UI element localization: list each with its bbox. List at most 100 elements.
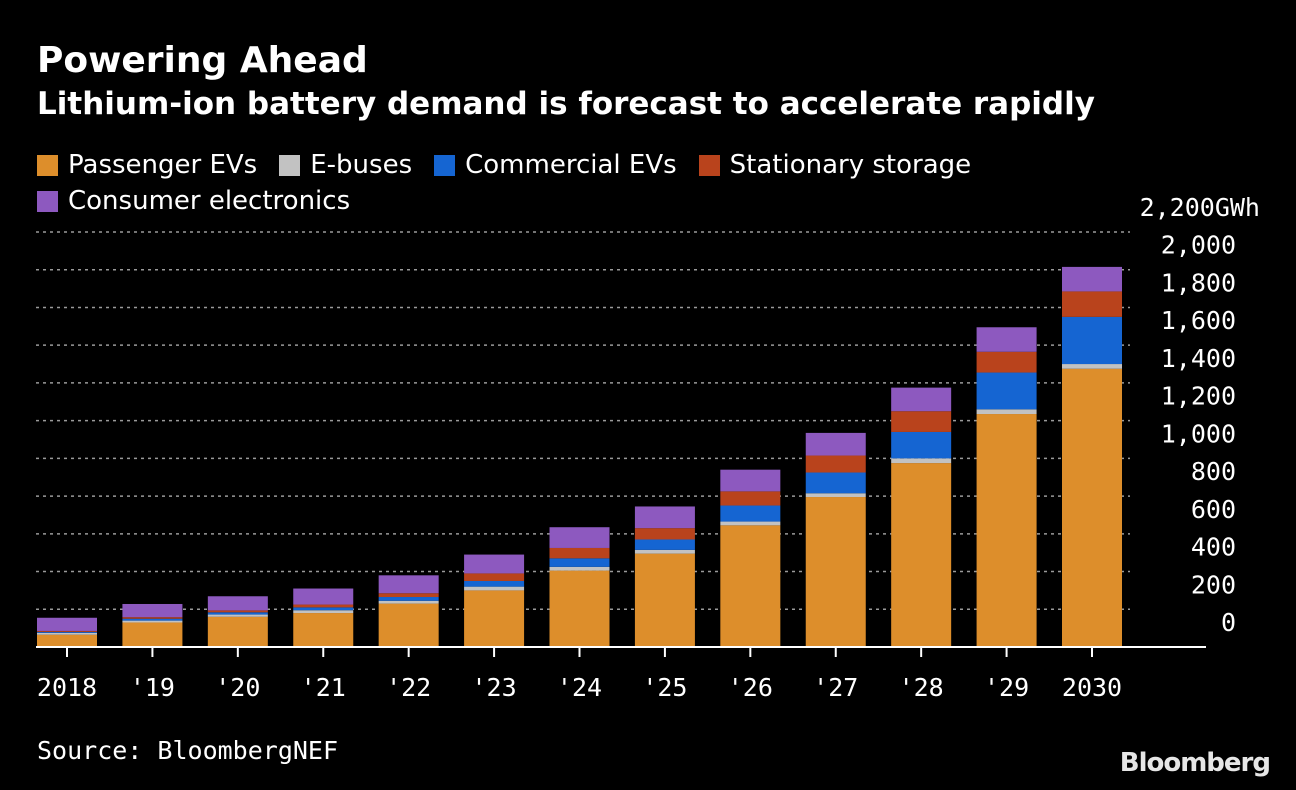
bar-segment [720, 521, 781, 526]
bar-segment [207, 610, 268, 613]
x-tick-label: '29 [984, 673, 1029, 702]
bar-segment [805, 432, 866, 456]
legend-item: Stationary storage [698, 150, 971, 180]
axis-layer: 0 200 400 600 800 1,000 1,200 1,400 1,600 1,800 2,… [36, 193, 1260, 702]
bar-segment [293, 610, 354, 614]
x-tick-label: '21 [301, 673, 346, 702]
bar-segment [1062, 291, 1122, 317]
y-tick-label: 1,200 [1161, 382, 1236, 411]
y-tick-label: 1,400 [1161, 344, 1236, 373]
bar-segment [378, 603, 439, 647]
bar-segment [293, 613, 354, 647]
bar-segment [805, 455, 866, 473]
x-tick-label: '24 [557, 673, 602, 702]
legend-swatch [37, 190, 58, 212]
x-tick-label: '23 [472, 673, 517, 702]
bar-segment [549, 527, 610, 548]
bar-segment [976, 327, 1037, 352]
legend-swatch [279, 154, 301, 176]
bar-segment [976, 414, 1037, 647]
legend-label: Consumer electronics [68, 186, 351, 216]
x-tick-label: '20 [215, 673, 260, 702]
legend-item: E-buses [279, 150, 413, 180]
bar-segment [1062, 364, 1122, 369]
x-tick-label: '27 [813, 673, 858, 702]
y-tick-label: 800 [1191, 457, 1236, 486]
y-tick-label: 400 [1191, 533, 1236, 562]
bar-segment [976, 372, 1037, 410]
bar-segment [464, 573, 525, 581]
bar-segment [207, 614, 268, 617]
bar-segment [122, 618, 183, 621]
x-tick-label: '22 [386, 673, 431, 702]
bar-segment [207, 616, 268, 647]
chart-subtitle: Lithium-ion battery demand is forecast t… [37, 86, 1095, 122]
bar-segment [464, 554, 525, 574]
legend-swatch [434, 154, 456, 176]
bar-segment [634, 528, 695, 540]
y-tick-label: 2,200GWh [1140, 193, 1260, 222]
bar-segment [464, 590, 525, 647]
bar-segment [293, 607, 354, 611]
bar-segment [805, 493, 866, 498]
legend-swatch [37, 154, 58, 176]
bar-segment [634, 553, 695, 647]
bar-segment [37, 630, 97, 632]
bar-segment [378, 575, 439, 594]
x-tick-label: '25 [642, 673, 687, 702]
bar-segment [37, 634, 97, 647]
bar-layer [37, 266, 1122, 647]
bar-segment [976, 351, 1037, 373]
bar-segment [891, 431, 952, 459]
bar-segment [805, 472, 866, 494]
legend-label: E-buses [310, 150, 413, 180]
bar-segment [720, 525, 781, 647]
bar-segment [549, 547, 610, 559]
y-tick-label: 2,000 [1161, 231, 1236, 260]
bar-segment [720, 491, 781, 506]
bar-segment [720, 505, 781, 522]
bar-segment [549, 566, 610, 571]
bar-segment [293, 588, 354, 605]
bar-segment [207, 612, 268, 615]
bar-segment [891, 387, 952, 412]
legend-swatch [698, 154, 720, 176]
legend-item: Commercial EVs [434, 150, 677, 180]
x-tick-label: '28 [899, 673, 944, 702]
bar-segment [976, 409, 1037, 415]
chart-title: Powering Ahead [37, 40, 368, 81]
legend-label: Commercial EVs [465, 150, 677, 180]
x-tick-label: '19 [130, 673, 175, 702]
bar-segment [720, 469, 781, 492]
bar-segment [549, 570, 610, 647]
bar-segment [293, 604, 354, 608]
bar-segment [378, 597, 439, 601]
bar-segment [634, 506, 695, 529]
x-tick-label: 2030 [1062, 673, 1122, 702]
bar-segment [891, 411, 952, 432]
bar-segment [805, 497, 866, 647]
bar-segment [37, 617, 97, 631]
bar-segment [464, 586, 525, 591]
legend-item: Passenger EVs [37, 150, 258, 180]
legend-label: Passenger EVs [68, 150, 258, 180]
bar-segment [891, 458, 952, 464]
bar-segment [37, 632, 97, 635]
x-tick-label: '26 [728, 673, 773, 702]
bloomberg-logo: Bloomberg [1119, 748, 1271, 778]
bar-segment [207, 596, 268, 611]
y-tick-label: 1,800 [1161, 268, 1236, 297]
y-tick-label: 0 [1221, 608, 1236, 637]
bar-segment [634, 549, 695, 554]
bar-segment [122, 617, 183, 619]
legend-item: Consumer electronics [37, 186, 351, 216]
y-tick-label: 1,000 [1161, 419, 1236, 448]
source-note: Source: BloombergNEF [37, 736, 339, 765]
bar-segment [1062, 266, 1122, 292]
bar-segment [122, 620, 183, 623]
bar-segment [122, 622, 183, 647]
y-tick-label: 600 [1191, 495, 1236, 524]
bar-segment [891, 463, 952, 647]
bar-segment [1062, 368, 1122, 647]
